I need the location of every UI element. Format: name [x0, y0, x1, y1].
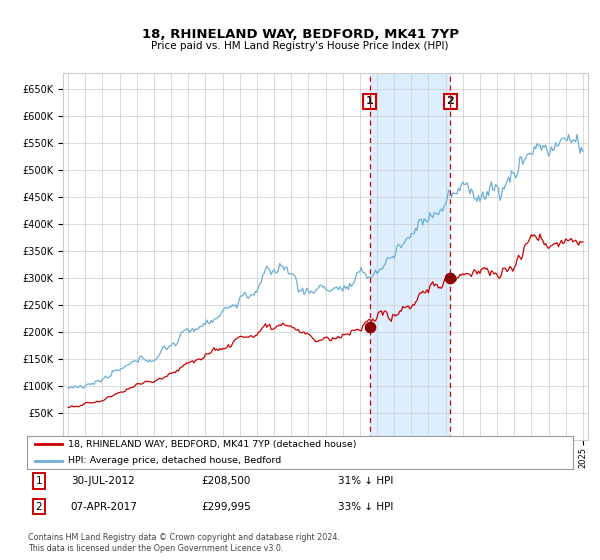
- Text: 2: 2: [446, 96, 454, 106]
- Text: 2: 2: [35, 502, 43, 512]
- Text: 18, RHINELAND WAY, BEDFORD, MK41 7YP (detached house): 18, RHINELAND WAY, BEDFORD, MK41 7YP (de…: [68, 440, 356, 449]
- Text: Contains HM Land Registry data © Crown copyright and database right 2024.
This d: Contains HM Land Registry data © Crown c…: [28, 533, 340, 553]
- Text: 31% ↓ HPI: 31% ↓ HPI: [338, 476, 394, 486]
- Text: £299,995: £299,995: [202, 502, 251, 512]
- Text: Price paid vs. HM Land Registry's House Price Index (HPI): Price paid vs. HM Land Registry's House …: [151, 41, 449, 51]
- Text: 07-APR-2017: 07-APR-2017: [71, 502, 137, 512]
- Point: [365, 323, 374, 332]
- Text: 1: 1: [366, 96, 374, 106]
- Text: £208,500: £208,500: [202, 476, 251, 486]
- Text: 18, RHINELAND WAY, BEDFORD, MK41 7YP: 18, RHINELAND WAY, BEDFORD, MK41 7YP: [142, 28, 458, 41]
- Text: 1: 1: [35, 476, 43, 486]
- Text: 33% ↓ HPI: 33% ↓ HPI: [338, 502, 394, 512]
- Bar: [370, 73, 450, 440]
- Text: 30-JUL-2012: 30-JUL-2012: [71, 476, 134, 486]
- Text: HPI: Average price, detached house, Bedford: HPI: Average price, detached house, Bedf…: [68, 456, 281, 465]
- Point: [445, 273, 455, 282]
